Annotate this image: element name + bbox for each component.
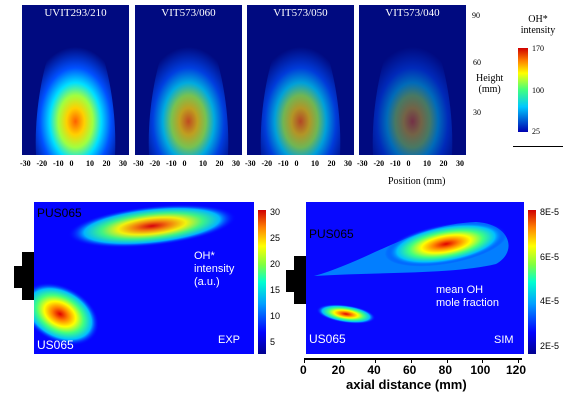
sim-x-tick-mark [482, 358, 484, 363]
exp-annotation: OH* intensity (a.u.) [194, 250, 235, 288]
top-x-tick: -10 [390, 159, 401, 168]
top-x-tick: 20 [102, 159, 111, 168]
sim-annotation: mean OH mole fraction [436, 284, 499, 309]
top-x-tick: 0 [182, 159, 187, 168]
top-x-tick: 30 [344, 159, 352, 168]
sim-x-axis-label: axial distance (mm) [346, 377, 467, 392]
top-x-tick: 20 [215, 159, 224, 168]
top-y-tick-90: 90 [472, 11, 480, 20]
sim-tag: SIM [494, 334, 514, 346]
sim-x-tick-mark [446, 358, 448, 363]
top-colorbar-tick-25: 25 [532, 127, 540, 136]
top-y-tick-60: 60 [473, 58, 481, 67]
top-x-tick: 10 [199, 159, 207, 168]
top-x-tick: 20 [439, 159, 448, 168]
sim-x-tick-label: 20 [331, 363, 346, 377]
top-x-axis-label: Position (mm) [388, 176, 446, 187]
panel-title: VIT573/050 [273, 7, 328, 19]
colorbar-tick: 2E-5 [540, 341, 560, 351]
top-colorbar-divider [513, 146, 563, 147]
top-x-tick: -20 [261, 159, 273, 168]
sim-x-tick-mark [339, 358, 341, 363]
top-colorbar-title: OH* intensity [520, 14, 556, 36]
colorbar-tick: 30 [270, 207, 281, 217]
top-x-tick: -30 [20, 159, 31, 168]
exp-nozzle [14, 252, 34, 300]
flame-panel-0: UVIT293/210 [22, 5, 129, 155]
top-colorbar [518, 48, 528, 132]
flame-panel-2: VIT573/050 [247, 5, 354, 155]
sim-x-tick-label: 80 [438, 363, 453, 377]
flame-shape [372, 35, 453, 155]
top-x-tick: -30 [133, 159, 144, 168]
top-x-tick: -30 [357, 159, 368, 168]
exp-label-us065: US065 [37, 338, 74, 352]
flame-shape [148, 35, 229, 155]
flame-shape [35, 35, 116, 155]
sim-label-pus065: PUS065 [309, 227, 354, 241]
flame-panel-3: VIT573/040 [359, 5, 466, 155]
sim-x-tick-mark [518, 358, 519, 363]
top-y-tick-30: 30 [473, 108, 481, 117]
top-x-tick: -10 [53, 159, 64, 168]
panel-title: UVIT293/210 [44, 7, 107, 19]
sim-x-axis-line [304, 358, 522, 360]
exp-map: PUS065 US065 OH* intensity (a.u.) EXP [34, 202, 254, 354]
sim-x-tick-label: 0 [300, 363, 307, 377]
top-colorbar-tick-100: 100 [532, 86, 544, 95]
sim-x-tick-label: 100 [470, 363, 491, 377]
top-x-tick: 10 [86, 159, 94, 168]
top-y-axis-label: Height (mm) [476, 73, 504, 95]
sim-nozzle [286, 256, 306, 304]
colorbar-tick: 10 [270, 311, 281, 321]
panel-title: VIT573/040 [385, 7, 440, 19]
top-x-tick: -30 [245, 159, 256, 168]
top-x-tick: 0 [294, 159, 299, 168]
top-x-tick: 10 [423, 159, 431, 168]
panel-title: VIT573/060 [161, 7, 216, 19]
sim-x-tick-mark [375, 358, 377, 363]
exp-colorbar [258, 210, 266, 354]
sim-map: PUS065 US065 mean OH mole fraction SIM [306, 202, 524, 354]
sim-label-us065: US065 [309, 332, 346, 346]
top-x-tick: 0 [69, 159, 74, 168]
colorbar-tick: 20 [270, 259, 281, 269]
top-x-tick: -20 [36, 159, 48, 168]
colorbar-tick: 8E-5 [540, 207, 560, 217]
top-x-tick: -20 [149, 159, 161, 168]
sim-x-tick-label: 120 [506, 363, 527, 377]
flame-shape [260, 35, 341, 155]
sim-colorbar [528, 210, 536, 354]
exp-tag: EXP [218, 334, 241, 346]
exp-label-pus065: PUS065 [37, 206, 82, 220]
sim-x-tick-label: 60 [403, 363, 417, 377]
colorbar-tick: 6E-5 [540, 251, 560, 262]
top-x-tick: 30 [119, 159, 127, 168]
colorbar-tick: 4E-5 [540, 296, 560, 307]
top-x-tick: 30 [232, 159, 240, 168]
colorbar-tick: 25 [270, 233, 281, 243]
top-colorbar-tick-170: 170 [532, 44, 544, 53]
top-x-tick: 10 [311, 159, 319, 168]
top-x-tick: 20 [327, 159, 336, 168]
colorbar-tick: 15 [270, 285, 281, 295]
sim-x-tick-mark [304, 358, 305, 363]
colorbar-tick: 5 [270, 337, 276, 347]
top-x-tick: -10 [166, 159, 177, 168]
sim-x-tick-mark [411, 358, 412, 363]
sim-x-tick-label: 40 [367, 363, 381, 377]
top-x-tick: -10 [278, 159, 289, 168]
top-x-tick: 0 [406, 159, 411, 168]
top-x-tick: -20 [373, 159, 385, 168]
flame-panel-1: VIT573/060 [135, 5, 242, 155]
top-x-tick: 30 [456, 159, 464, 168]
